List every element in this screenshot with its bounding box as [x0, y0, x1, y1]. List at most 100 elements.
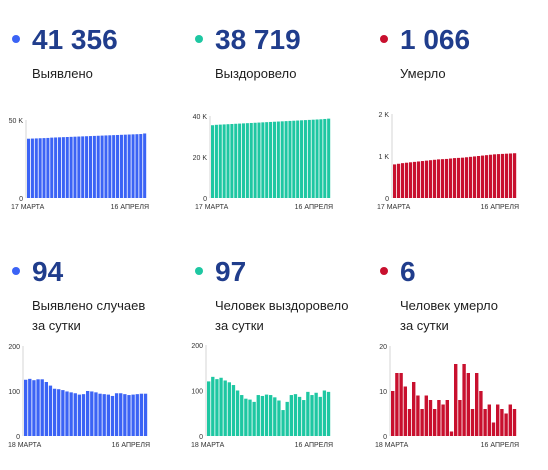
- bar: [310, 395, 314, 436]
- bar: [303, 120, 307, 198]
- bar: [46, 137, 50, 198]
- bar: [231, 385, 236, 436]
- bar: [273, 397, 277, 436]
- bar: [449, 158, 453, 198]
- bar: [319, 119, 323, 198]
- bar-chart: 40 K 20 K 0 17 МАРТА 16 АПРЕЛЯ: [183, 98, 363, 228]
- bar: [306, 391, 310, 436]
- bar: [36, 379, 40, 436]
- bar: [226, 124, 230, 198]
- bar: [57, 137, 62, 198]
- color-dot-icon: [380, 267, 388, 275]
- bar: [123, 134, 127, 198]
- bar: [297, 396, 302, 436]
- bar: [314, 392, 318, 436]
- bar: [85, 136, 89, 198]
- bar: [512, 409, 517, 436]
- bar: [441, 159, 445, 198]
- bar: [449, 431, 454, 436]
- stat-label: Выздоровело: [215, 66, 297, 81]
- bar: [143, 393, 148, 436]
- bar: [86, 391, 90, 436]
- x-tick-label: 16 АПРЕЛЯ: [111, 204, 149, 211]
- bar: [407, 409, 412, 436]
- bar: [501, 153, 505, 198]
- stat-panel: 97 Человек выздоровело за сутки 200 100 0 18 …: [183, 232, 363, 464]
- bar: [487, 404, 491, 436]
- bar-chart: 50 K 0 17 МАРТА 16 АПРЕЛЯ: [0, 98, 180, 228]
- bar: [135, 394, 139, 436]
- bar: [54, 137, 58, 198]
- bar: [244, 398, 248, 436]
- bar: [102, 394, 106, 436]
- x-tick-label: 16 АПРЕЛЯ: [481, 204, 519, 211]
- bar: [143, 133, 147, 198]
- bar: [88, 136, 93, 198]
- bar: [69, 392, 73, 436]
- stat-value: 6: [400, 256, 416, 287]
- bar: [127, 395, 131, 436]
- bar: [114, 393, 119, 436]
- bar: [409, 162, 413, 198]
- bar: [505, 153, 509, 198]
- color-dot-icon: [12, 267, 20, 275]
- bar: [292, 120, 296, 198]
- bar: [260, 395, 265, 436]
- bar: [77, 394, 82, 436]
- y-tick-label: 20 K: [193, 155, 208, 162]
- bar: [30, 138, 34, 198]
- bar-chart-svg: 2 K 1 K 017 МАРТА 16 АПРЕЛЯ: [377, 112, 519, 211]
- bar: [211, 125, 215, 198]
- color-dot-icon: [380, 35, 388, 43]
- bar: [483, 409, 487, 436]
- bar: [214, 124, 218, 198]
- y-tick-label: 40 K: [193, 114, 208, 121]
- bar: [238, 123, 242, 198]
- bar: [112, 135, 116, 198]
- bar: [437, 159, 441, 198]
- bar: [513, 153, 517, 198]
- stat-panel: 38 719 Выздоровело 40 K 20 K 0 17 МАРТА 16 АПР…: [183, 0, 363, 232]
- x-tick-label: 18 МАРТА: [191, 442, 225, 449]
- bar: [424, 395, 428, 436]
- bar: [417, 161, 421, 198]
- bar: [227, 382, 231, 436]
- bar: [119, 134, 123, 198]
- x-tick-label: 16 АПРЕЛЯ: [481, 442, 519, 449]
- bar: [40, 379, 44, 436]
- bar-chart-svg: 20 10 018 МАРТА 16 АПРЕЛЯ: [375, 344, 519, 449]
- bar: [285, 401, 289, 437]
- bar: [94, 392, 98, 436]
- color-dot-icon: [195, 267, 203, 275]
- bar: [92, 135, 96, 198]
- bar: [323, 118, 327, 198]
- stat-panel: 6 Человек умерло за сутки 20 10 0 18 МАРТА 16 …: [368, 232, 548, 464]
- bar-chart-svg: 200 100 018 МАРТА 16 АПРЕЛЯ: [8, 344, 150, 449]
- bar: [462, 364, 466, 436]
- bar-chart-svg: 200 100 018 МАРТА 16 АПРЕЛЯ: [191, 343, 333, 449]
- bar: [437, 400, 441, 436]
- bar: [326, 391, 331, 436]
- bar: [230, 124, 234, 198]
- bar: [307, 119, 311, 198]
- bar: [261, 122, 265, 198]
- bar: [265, 122, 269, 198]
- bar: [327, 118, 331, 198]
- bar: [395, 373, 399, 436]
- bar: [311, 119, 315, 198]
- x-tick-label: 17 МАРТА: [377, 204, 411, 211]
- bar: [445, 400, 449, 436]
- bar: [65, 391, 69, 436]
- bar: [269, 121, 273, 198]
- bar: [403, 386, 407, 436]
- bar: [500, 409, 504, 436]
- stat-label: Выявлено: [32, 66, 93, 81]
- bar: [433, 409, 437, 436]
- bar: [458, 400, 462, 436]
- bar: [441, 404, 445, 436]
- y-tick-label: 100: [191, 389, 203, 396]
- bar: [256, 395, 260, 436]
- bar: [293, 394, 298, 436]
- bar: [123, 394, 127, 436]
- bar: [38, 138, 42, 198]
